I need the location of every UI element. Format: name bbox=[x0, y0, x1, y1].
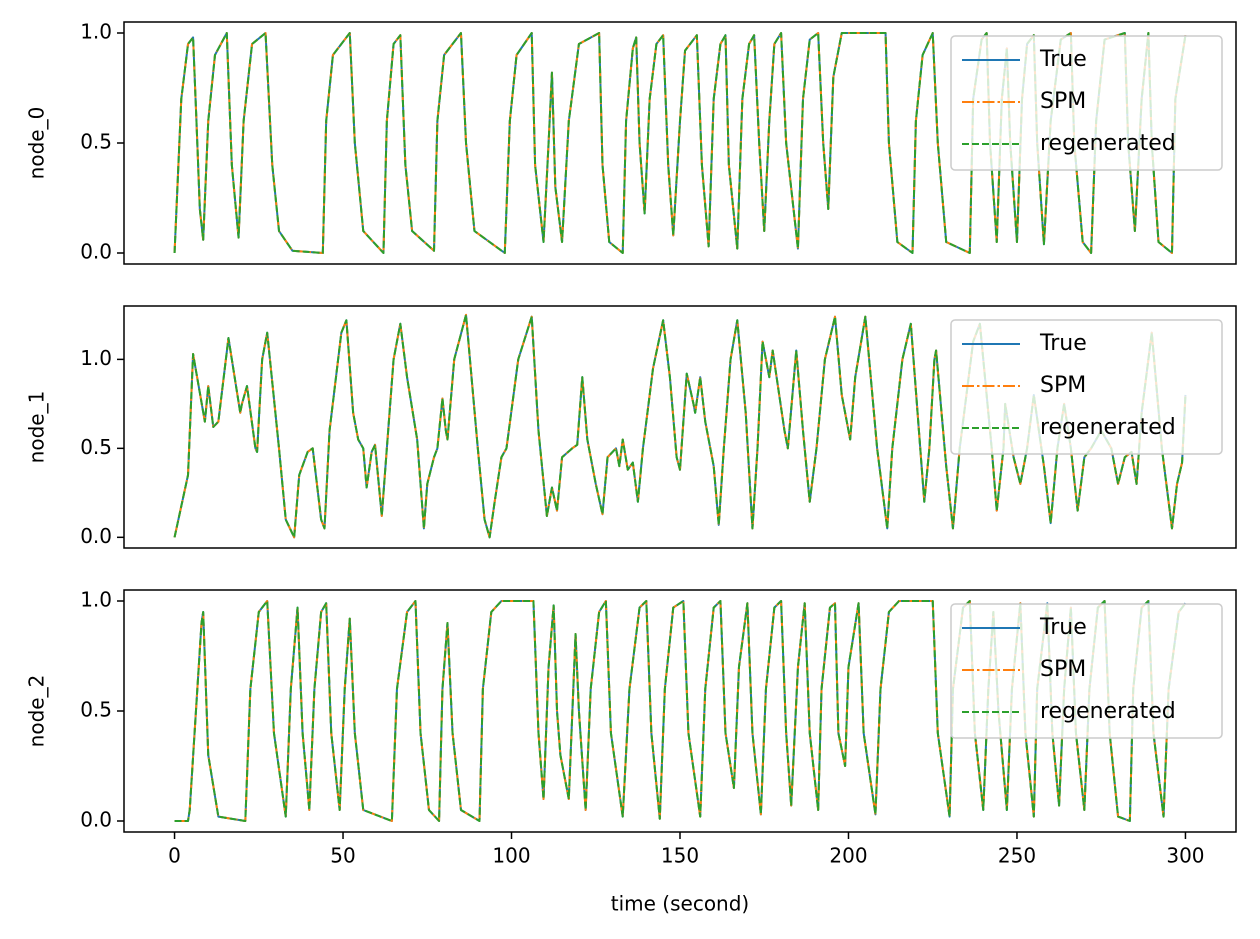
legend: True SPM regenerated bbox=[950, 35, 1223, 171]
subplot: 0.0 0.5 1.0 node_0 True SPM regenerated bbox=[25, 20, 1237, 265]
y-tick-label: 0.0 bbox=[80, 524, 112, 548]
axes-frame bbox=[123, 21, 1237, 265]
subplot: 0.0 0.5 1.0 node_1 True SPM regenerated bbox=[25, 305, 1237, 549]
plot-area bbox=[174, 600, 1187, 822]
legend-box bbox=[950, 35, 1223, 171]
legend-label: True bbox=[1039, 615, 1087, 640]
legend-label: SPM bbox=[1040, 89, 1086, 114]
x-tick-label: 150 bbox=[661, 844, 699, 868]
legend-label: regenerated bbox=[1040, 131, 1176, 156]
x-axis-label: time (second) bbox=[611, 892, 749, 916]
legend-label: True bbox=[1039, 47, 1087, 72]
y-tick-label: 0.5 bbox=[80, 130, 112, 154]
x-tick-label: 300 bbox=[1166, 844, 1204, 868]
legend-label: regenerated bbox=[1040, 415, 1176, 440]
x-tick-label: 200 bbox=[829, 844, 867, 868]
y-axis-label: node_2 bbox=[25, 675, 49, 748]
x-tick-label: 100 bbox=[492, 844, 530, 868]
axes-frame bbox=[123, 589, 1237, 833]
legend-label: True bbox=[1039, 331, 1087, 356]
legend-label: SPM bbox=[1040, 373, 1086, 398]
legend-box bbox=[950, 603, 1223, 739]
y-tick-label: 0.0 bbox=[80, 808, 112, 832]
legend-box bbox=[950, 319, 1223, 455]
legend: True SPM regenerated bbox=[950, 319, 1223, 455]
legend-label: regenerated bbox=[1040, 699, 1176, 724]
series-line bbox=[174, 600, 1187, 822]
x-tick-label: 0 bbox=[168, 844, 181, 868]
x-tick-label: 250 bbox=[998, 844, 1036, 868]
axes-frame bbox=[123, 305, 1237, 549]
y-tick-label: 1.0 bbox=[80, 588, 112, 612]
y-axis-label: node_1 bbox=[25, 391, 49, 464]
legend: True SPM regenerated bbox=[950, 603, 1223, 739]
y-tick-label: 1.0 bbox=[80, 20, 112, 44]
y-axis-label: node_0 bbox=[25, 107, 49, 180]
y-tick-label: 0.5 bbox=[80, 435, 112, 459]
y-tick-label: 1.0 bbox=[80, 346, 112, 370]
y-tick-label: 0.5 bbox=[80, 698, 112, 722]
x-tick-label: 50 bbox=[330, 844, 355, 868]
legend-label: SPM bbox=[1040, 657, 1086, 682]
y-tick-label: 0.0 bbox=[80, 240, 112, 264]
